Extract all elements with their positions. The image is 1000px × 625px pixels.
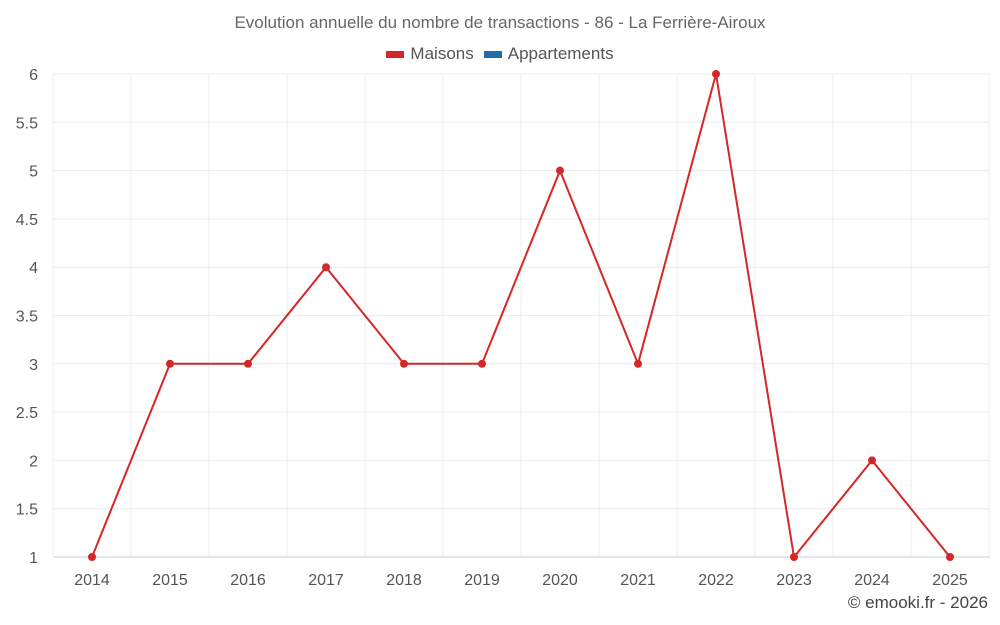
chart-grid xyxy=(52,73,990,558)
data-point[interactable] xyxy=(790,553,798,561)
x-axis: 2014 2015 2016 2017 2018 2019 2020 2021 2022 2023… xyxy=(74,572,968,589)
legend-label-maisons: Maisons xyxy=(410,44,474,63)
data-point[interactable] xyxy=(400,359,408,368)
legend-label-appartements: Appartements xyxy=(507,44,614,63)
x-tick-label: 2018 xyxy=(386,572,422,589)
y-tick-label: 2.5 xyxy=(16,405,38,422)
data-point[interactable] xyxy=(166,359,174,368)
chart-legend: Maisons Appartements xyxy=(0,44,1000,64)
legend-item-appartements[interactable]: Appartements xyxy=(483,44,614,64)
legend-swatch-appartements xyxy=(483,50,502,58)
x-tick-label: 2025 xyxy=(932,572,968,589)
x-tick-label: 2020 xyxy=(542,572,578,589)
data-point[interactable] xyxy=(244,359,252,368)
y-tick-label: 3.5 xyxy=(16,309,38,326)
y-tick-label: 5 xyxy=(29,164,38,181)
y-tick-label: 4 xyxy=(29,260,38,277)
x-tick-label: 2022 xyxy=(698,572,734,589)
data-point[interactable] xyxy=(712,70,720,78)
y-axis: 1 1.5 2 2.5 3 3.5 4 4.5 5 5.5 6 xyxy=(16,67,38,567)
y-tick-label: 6 xyxy=(29,67,38,84)
data-point[interactable] xyxy=(868,456,876,465)
x-tick-label: 2014 xyxy=(74,572,110,589)
y-tick-label: 2 xyxy=(29,453,38,470)
x-tick-label: 2015 xyxy=(152,572,188,589)
y-tick-label: 1.5 xyxy=(16,502,38,519)
x-tick-label: 2016 xyxy=(230,572,266,589)
series-line-maisons xyxy=(91,73,951,560)
x-tick-label: 2019 xyxy=(464,572,500,589)
data-point[interactable] xyxy=(322,263,330,272)
data-point[interactable] xyxy=(556,166,564,175)
footer-credit: © emooki.fr - 2026 xyxy=(847,593,988,612)
x-tick-label: 2023 xyxy=(776,572,812,589)
chart-series xyxy=(88,70,954,561)
legend-swatch-maisons xyxy=(386,50,405,58)
data-point[interactable] xyxy=(478,359,486,368)
y-tick-label: 5.5 xyxy=(16,115,38,132)
y-tick-label: 3 xyxy=(29,357,38,374)
data-point[interactable] xyxy=(946,553,954,561)
legend-item-maisons[interactable]: Maisons xyxy=(386,44,474,64)
x-tick-label: 2021 xyxy=(620,572,656,589)
chart-title: Evolution annuelle du nombre de transact… xyxy=(234,13,766,32)
y-tick-label: 4.5 xyxy=(16,212,38,229)
x-tick-label: 2024 xyxy=(854,572,890,589)
x-tick-label: 2017 xyxy=(308,572,344,589)
data-point[interactable] xyxy=(88,553,96,561)
y-tick-label: 1 xyxy=(29,550,38,567)
data-point[interactable] xyxy=(634,359,642,368)
